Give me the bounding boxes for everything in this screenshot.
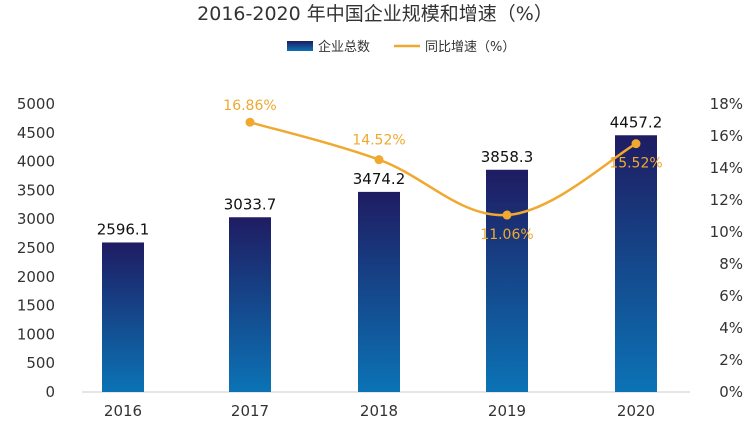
left-tick-label: 1500: [17, 297, 55, 315]
growth-point: [374, 155, 384, 165]
bar-value-label: 3474.2: [353, 170, 406, 188]
bar: [358, 191, 400, 392]
chart-title: 2016-2020 年中国企业规模和增速（%）: [197, 3, 553, 25]
growth-point: [245, 117, 255, 127]
legend: 企业总数 同比增速（%）: [287, 39, 515, 55]
bar: [102, 242, 144, 392]
right-tick-label: 14%: [710, 159, 743, 177]
right-tick-label: 0%: [719, 383, 743, 401]
growth-labels: 16.86% 14.52% 11.06% 15.52%: [223, 98, 662, 243]
bar: [615, 135, 657, 393]
left-tick-label: 5000: [17, 95, 55, 113]
legend-bar-swatch: [287, 41, 313, 51]
bar-value-label: 4457.2: [610, 113, 663, 131]
right-tick-label: 6%: [719, 287, 743, 305]
left-tick-label: 4000: [17, 153, 55, 171]
left-tick-label: 0: [45, 383, 55, 401]
right-tick-label: 18%: [710, 95, 743, 113]
right-tick-label: 12%: [710, 191, 743, 209]
growth-value-label: 15.52%: [609, 156, 662, 172]
right-tick-label: 16%: [710, 127, 743, 145]
bar-value-label: 3858.3: [481, 148, 534, 166]
growth-line: [245, 117, 641, 220]
right-tick-label: 10%: [710, 223, 743, 241]
x-tick-label: 2018: [360, 402, 398, 420]
right-axis: 0% 2% 4% 6% 8% 10% 12% 14% 16% 18%: [710, 95, 743, 401]
right-tick-label: 8%: [719, 255, 743, 273]
x-tick-label: 2016: [104, 402, 142, 420]
x-tick-label: 2017: [231, 402, 269, 420]
growth-value-label: 14.52%: [352, 133, 405, 149]
growth-point: [502, 210, 512, 220]
growth-value-label: 16.86%: [223, 98, 276, 114]
x-tick-label: 2019: [488, 402, 526, 420]
left-tick-label: 2500: [17, 239, 55, 257]
bar-labels: 2596.1 3033.7 3474.2 3858.3 4457.2: [97, 113, 663, 238]
left-tick-label: 500: [26, 354, 55, 372]
left-tick-label: 3500: [17, 181, 55, 199]
right-tick-label: 4%: [719, 319, 743, 337]
left-axis: 0 500 1000 1500 2000 2500 3000 3500 4000 4500 5000: [17, 95, 55, 401]
left-tick-label: 2000: [17, 268, 55, 286]
bars: [102, 135, 657, 393]
x-axis: 2016 2017 2018 2019 2020: [104, 402, 655, 420]
growth-point: [631, 139, 641, 149]
left-tick-label: 4500: [17, 124, 55, 142]
legend-bar-label: 企业总数: [318, 39, 370, 55]
x-tick-label: 2020: [617, 402, 655, 420]
right-tick-label: 2%: [719, 351, 743, 369]
bar: [486, 169, 528, 392]
growth-line-path: [249, 121, 637, 217]
bar-value-label: 3033.7: [224, 195, 277, 213]
growth-value-label: 11.06%: [480, 227, 533, 243]
left-tick-label: 3000: [17, 210, 55, 228]
legend-line-label: 同比增速（%）: [425, 40, 515, 55]
bar-value-label: 2596.1: [97, 220, 150, 238]
bar: [229, 217, 271, 392]
left-tick-label: 1000: [17, 325, 55, 343]
